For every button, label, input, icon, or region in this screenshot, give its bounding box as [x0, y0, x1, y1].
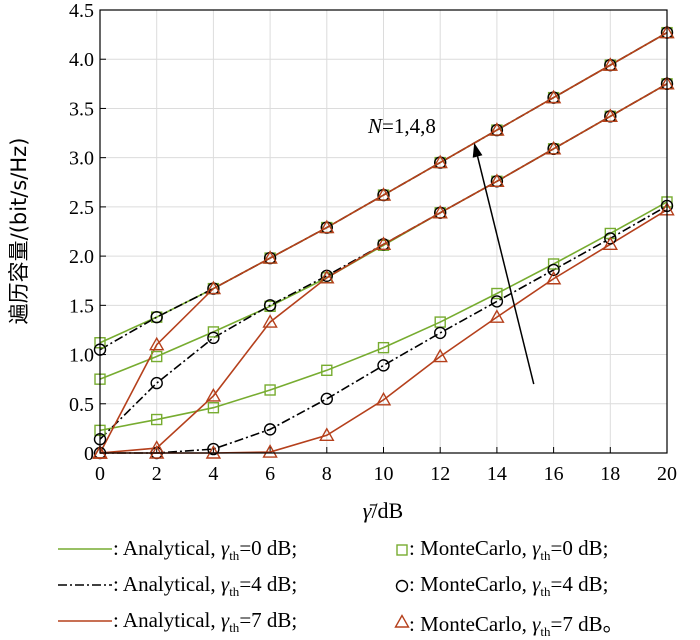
legend-row: : Analytical, γth=0 dB; : MonteCarlo, γth…: [0, 532, 700, 568]
data-point-circle: [547, 263, 560, 277]
series-line-red: [99, 83, 668, 454]
data-point-triangle: [319, 219, 335, 234]
y-axis-label: 遍历容量/(bit/s/Hz): [7, 138, 31, 325]
legend-montecarlo-label: : MonteCarlo, γth=0 dB;: [409, 536, 609, 564]
data-point-triangle: [319, 269, 335, 284]
y-tick-label: 4.5: [69, 0, 94, 22]
data-point-triangle: [375, 187, 392, 201]
legend-analytical-label: : Analytical, γth=7 dB;: [113, 608, 298, 636]
legend-row: : Analytical, γth=7 dB; : MonteCarlo, γth…: [0, 604, 700, 640]
data-point-triangle: [262, 314, 278, 328]
data-point-square: [207, 326, 220, 338]
data-point-triangle: [149, 336, 165, 351]
data-point-square: [207, 402, 220, 414]
y-tick-label: 0: [84, 443, 94, 465]
annotation-arrowhead: [472, 142, 483, 158]
y-tick-label: 1.5: [69, 295, 94, 317]
data-point-triangle: [602, 57, 618, 71]
tick-labels: 0 2 4 6 8 10 12 14 16 18 20 0 0.5 1.0 1.5 2.0 2.5 3.0 3.5 4…: [69, 0, 677, 485]
legend-analytical-label: : Analytical, γth=4 dB;: [113, 572, 298, 600]
x-tick-label: 2: [152, 463, 162, 485]
x-tick-label: 6: [265, 463, 275, 485]
data-point-circle: [434, 326, 447, 340]
y-tick-label: 2.5: [69, 197, 94, 219]
data-point-triangle: [602, 108, 618, 123]
plot-frame: [99, 9, 668, 454]
x-tick-label: 16: [544, 463, 564, 485]
legend-montecarlo-label: : MonteCarlo, γth=4 dB;: [409, 572, 609, 600]
x-tick-label: 18: [600, 463, 620, 485]
data-point-triangle: [262, 444, 278, 458]
legend-swatches: [58, 544, 408, 556]
x-tick-label: 0: [95, 463, 105, 485]
x-axis-label: γ̄/dB: [363, 498, 403, 523]
legend-analytical-label: : Analytical, γth=0 dB;: [113, 536, 298, 564]
data-point-circle: [490, 295, 504, 308]
data-point-circle: [207, 442, 220, 456]
data-point-triangle: [545, 270, 562, 285]
data-point-triangle: [205, 445, 222, 459]
x-tick-label: 20: [657, 463, 677, 485]
x-tick-label: 14: [487, 463, 507, 485]
legend-swatches: [58, 579, 409, 593]
data-point-triangle: [149, 445, 165, 459]
data-point-triangle: [375, 236, 392, 250]
data-point-circle: [207, 331, 220, 345]
data-point-circle: [604, 232, 617, 245]
series-line-green: [99, 201, 668, 432]
chart: 0 2 4 6 8 10 12 14 16 18 20 0 0.5 1.0 1.5 2.0 2.5 3.0 3.5 4…: [7, 0, 677, 523]
data-point-triangle: [489, 309, 505, 323]
legend-montecarlo-label: : MonteCarlo, γth=7 dB。: [409, 612, 624, 640]
data-point-square: [150, 350, 163, 363]
data-point-square: [491, 287, 503, 300]
y-tick-label: 3.5: [69, 98, 94, 120]
x-tick-label: 8: [322, 463, 332, 485]
series-line-red: [99, 31, 668, 454]
data-point-square: [264, 384, 276, 396]
data-point-circle: [263, 423, 277, 436]
data-point-square: [547, 258, 560, 270]
data-point-circle: [150, 310, 163, 324]
data-point-triangle: [319, 427, 335, 441]
y-tick-label: 4.0: [69, 49, 94, 71]
x-tick-label: 4: [208, 463, 218, 485]
grid: [99, 9, 668, 454]
data-point-triangle: [432, 154, 448, 169]
data-point-circle: [320, 392, 333, 406]
annotation-arrow: [476, 156, 535, 385]
data-point-triangle: [489, 122, 505, 136]
data-point-circle: [377, 359, 390, 372]
y-tick-label: 1.0: [69, 345, 94, 367]
y-tick-label: 2.0: [69, 246, 94, 268]
data-point-square: [321, 364, 333, 377]
data-point-triangle: [205, 280, 222, 295]
data-point-triangle: [545, 89, 562, 104]
x-tick-label: 12: [430, 463, 450, 485]
data-point-triangle: [545, 140, 562, 155]
data-point-triangle: [205, 387, 222, 402]
annotation-label: N=1,4,8: [367, 114, 436, 138]
data-point-triangle: [92, 445, 108, 459]
x-tick-label: 10: [374, 463, 394, 485]
data-point-triangle: [394, 614, 410, 628]
data-point-circle: [395, 579, 409, 593]
legend: : Analytical, γth=0 dB; : MonteCarlo, γth…: [0, 532, 700, 640]
data-point-square: [396, 544, 408, 556]
annotation: N=1,4,8: [367, 114, 535, 385]
data-point-triangle: [602, 236, 618, 250]
data-point-square: [377, 341, 390, 354]
data-point-triangle: [489, 173, 505, 187]
legend-swatches: [58, 614, 410, 628]
data-point-triangle: [262, 250, 278, 264]
data-point-square: [150, 413, 163, 426]
data-point-triangle: [432, 204, 448, 219]
data-point-triangle: [432, 348, 448, 363]
data-point-circle: [263, 299, 277, 312]
data-point-circle: [150, 376, 163, 390]
data-point-triangle: [375, 391, 392, 406]
y-tick-label: 0.5: [69, 394, 94, 416]
legend-row: : Analytical, γth=4 dB; : MonteCarlo, γth…: [0, 568, 700, 604]
y-tick-label: 3.0: [69, 148, 94, 170]
